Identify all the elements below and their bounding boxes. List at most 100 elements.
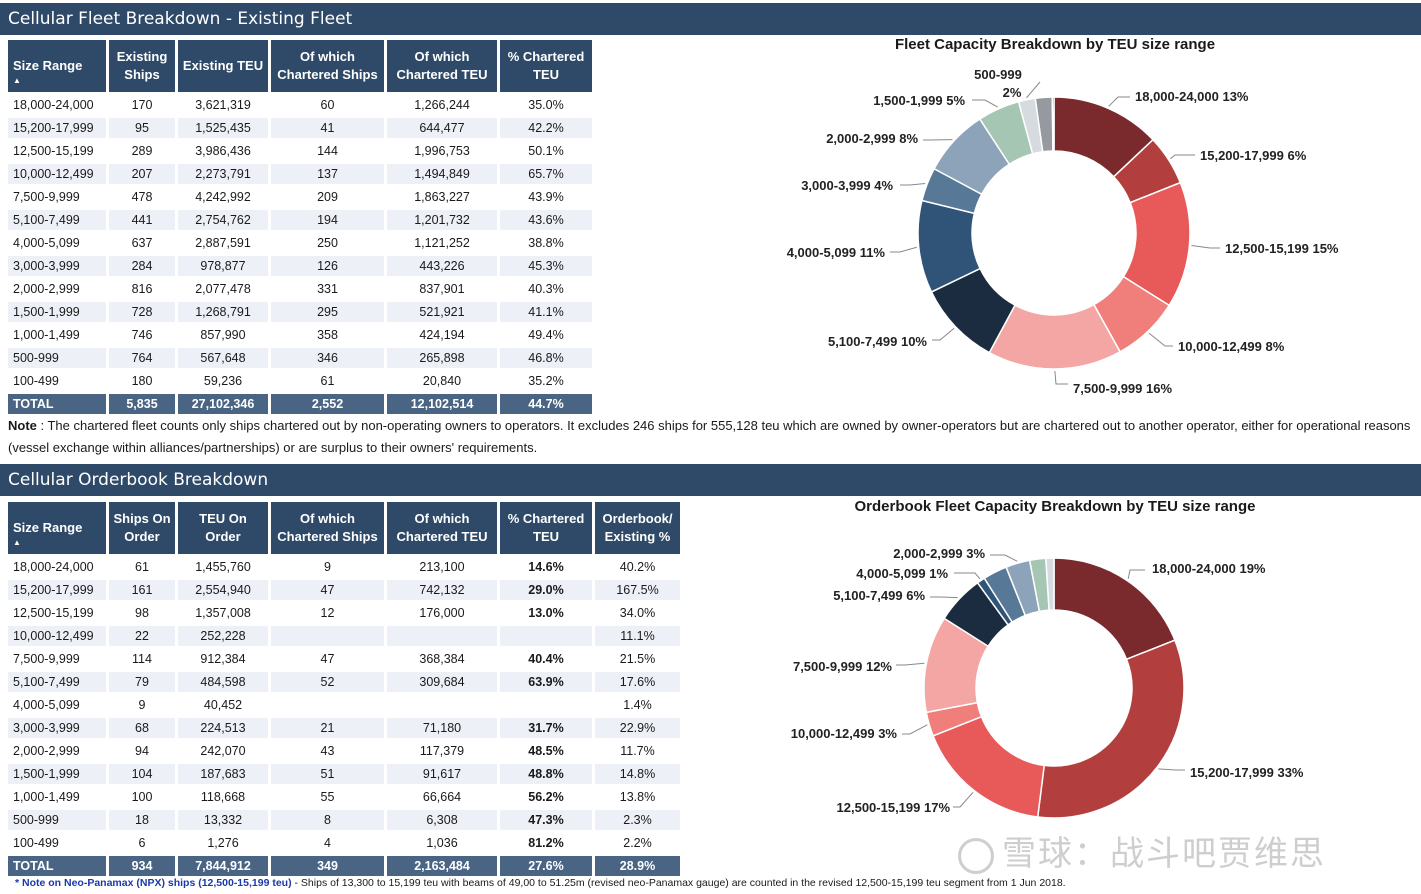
leader-line — [1148, 332, 1173, 347]
table-cell: 424,194 — [387, 325, 497, 348]
table-cell: 1,266,244 — [387, 95, 497, 118]
leader-line — [902, 724, 928, 735]
col-header-label: Size Range — [13, 520, 83, 535]
table-cell: 1,357,008 — [178, 603, 268, 626]
table-cell: 500-999 — [8, 348, 106, 371]
table-cell: 49.4% — [500, 325, 592, 348]
table-row: 15,200-17,999 95 1,525,435 41 644,477 42.2% — [8, 118, 592, 141]
table-cell: 38.8% — [500, 233, 592, 256]
fleet-section-title: Cellular Fleet Breakdown - Existing Flee… — [0, 3, 1421, 35]
sort-ascending-icon[interactable]: ▲ — [13, 76, 21, 85]
leader-line — [1108, 96, 1130, 107]
npx-footnote: * Note on Neo-Panamax (NPX) ships (12,50… — [15, 877, 1066, 889]
leader-line — [1158, 768, 1185, 771]
table-cell: 79 — [109, 672, 175, 695]
table-cell: 5,100-7,499 — [8, 672, 106, 695]
table-cell: 94 — [109, 741, 175, 764]
col-header-ships-on-order: Ships On Order — [109, 502, 175, 557]
table-cell: 55 — [271, 787, 384, 810]
table-cell: 252,228 — [178, 626, 268, 649]
donut-slice[interactable] — [1045, 557, 1055, 611]
table-row: 5,100-7,499 441 2,754,762 194 1,201,732 43.6% — [8, 210, 592, 233]
table-row: 3,000-3,999 284 978,877 126 443,226 45.3% — [8, 256, 592, 279]
leader-line — [1170, 154, 1195, 160]
table-cell — [271, 626, 384, 649]
table-cell: 2,887,591 — [178, 233, 268, 256]
table-row: 2,000-2,999 94 242,070 43 117,379 48.5% 11.7% — [8, 741, 680, 764]
total-cell: 12,102,514 — [387, 394, 497, 414]
col-header-label: TEU On Order — [199, 511, 247, 544]
table-cell: 1,494,849 — [387, 164, 497, 187]
table-cell: 1,201,732 — [387, 210, 497, 233]
leader-line — [990, 554, 1018, 562]
donut-slice[interactable] — [1036, 639, 1185, 819]
table-row: 2,000-2,999 816 2,077,478 331 837,901 40.3% — [8, 279, 592, 302]
table-cell — [271, 695, 384, 718]
table-cell: 34.0% — [595, 603, 680, 626]
table-cell: 40,452 — [178, 695, 268, 718]
xueqiu-logo-icon — [958, 837, 994, 874]
table-cell: 137 — [271, 164, 384, 187]
table-cell: 978,877 — [178, 256, 268, 279]
table-cell: 289 — [109, 141, 175, 164]
table-cell: 18,000-24,000 — [8, 557, 106, 580]
table-cell: 207 — [109, 164, 175, 187]
leader-line — [954, 572, 981, 580]
sort-ascending-icon[interactable]: ▲ — [13, 538, 21, 547]
table-cell: 167.5% — [595, 580, 680, 603]
col-header-label: Of which Chartered TEU — [396, 49, 488, 82]
table-cell: 1,276 — [178, 833, 268, 856]
table-row: 10,000-12,499 207 2,273,791 137 1,494,849 65.… — [8, 164, 592, 187]
leader-line — [953, 791, 974, 808]
total-cell: 27,102,346 — [178, 394, 268, 414]
table-cell: 6,308 — [387, 810, 497, 833]
col-header-label: % Chartered TEU — [507, 49, 585, 82]
table-row: 4,000-5,099 637 2,887,591 250 1,121,252 38.8% — [8, 233, 592, 256]
total-cell: 2,552 — [271, 394, 384, 414]
col-header-size-range[interactable]: Size Range ▲ — [8, 502, 106, 557]
donut-slice[interactable] — [1051, 96, 1055, 152]
col-header-teu-on-order: TEU On Order — [178, 502, 268, 557]
table-cell: 637 — [109, 233, 175, 256]
slice-label: 4,000-5,099 11% — [787, 245, 886, 260]
col-header-size-range[interactable]: Size Range ▲ — [8, 40, 106, 95]
col-header-orderbook-existing: Orderbook/ Existing % — [595, 502, 680, 557]
table-cell: 8 — [271, 810, 384, 833]
slice-label: 2,000-2,999 8% — [826, 131, 918, 146]
table-row: 5,100-7,499 79 484,598 52 309,684 63.9% 17.6% — [8, 672, 680, 695]
fleet-chart-title: Fleet Capacity Breakdown by TEU size ran… — [894, 36, 1216, 53]
table-cell: 2,554,940 — [178, 580, 268, 603]
table-cell: 35.0% — [500, 95, 592, 118]
table-cell: 43 — [271, 741, 384, 764]
table-cell: 43.9% — [500, 187, 592, 210]
table-cell: 346 — [271, 348, 384, 371]
table-cell: 213,100 — [387, 557, 497, 580]
table-cell: 51 — [271, 764, 384, 787]
table-row: 12,500-15,199 289 3,986,436 144 1,996,753 50.… — [8, 141, 592, 164]
table-cell: 2,000-2,999 — [8, 741, 106, 764]
fleet-donut-chart: 18,000-24,000 13% 15,200-17,999 6% 12,500-… — [787, 67, 1339, 396]
table-cell: 11.7% — [595, 741, 680, 764]
table-cell: 2.3% — [595, 810, 680, 833]
table-cell: 126 — [271, 256, 384, 279]
total-cell: TOTAL — [8, 856, 106, 876]
slice-label: 10,000-12,499 3% — [791, 726, 898, 741]
table-cell: 20,840 — [387, 371, 497, 394]
col-header-of-which-chartered-ships: Of which Chartered Ships — [271, 40, 384, 95]
table-cell: 857,990 — [178, 325, 268, 348]
col-header-label: Ships On Order — [113, 511, 171, 544]
table-cell: 4 — [271, 833, 384, 856]
table-cell: 224,513 — [178, 718, 268, 741]
table-cell: 13,332 — [178, 810, 268, 833]
table-cell: 2,754,762 — [178, 210, 268, 233]
table-cell: 13.8% — [595, 787, 680, 810]
table-cell: 1,121,252 — [387, 233, 497, 256]
orderbook-table: Size Range ▲ Ships On Order TEU On Order Of … — [5, 502, 683, 876]
table-cell: 1,996,753 — [387, 141, 497, 164]
table-cell: 65.7% — [500, 164, 592, 187]
orderbook-chart-title: Orderbook Fleet Capacity Breakdown by TE… — [854, 498, 1256, 515]
table-cell: 56.2% — [500, 787, 592, 810]
table-cell: 100.0% — [500, 626, 592, 649]
table-cell: 47 — [271, 649, 384, 672]
slice-label: 4,000-5,099 1% — [856, 566, 948, 581]
